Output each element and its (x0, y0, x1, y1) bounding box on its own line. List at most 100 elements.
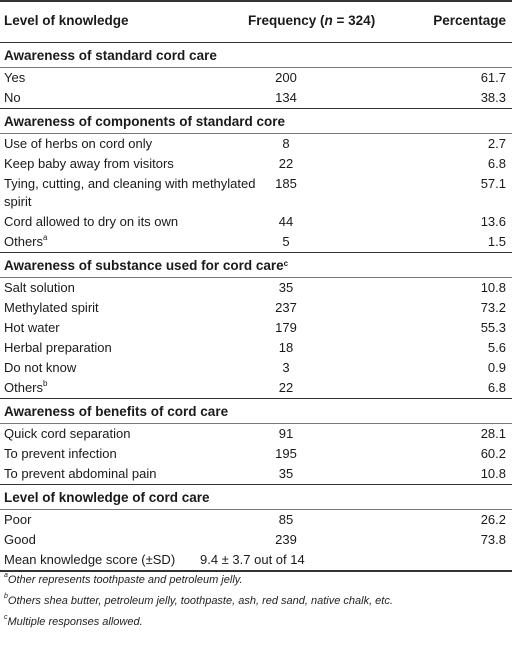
row-percentage: 60.2 (480, 446, 506, 461)
table-header: Level of knowledge Frequency (n = 324) P… (0, 2, 512, 42)
row-footnote-mark: a (43, 233, 48, 242)
mean-score-row: Mean knowledge score (±SD) 9.4 ± 3.7 out … (0, 550, 512, 570)
section-end-rule (0, 108, 512, 109)
row-frequency: 22 (278, 156, 294, 171)
row-frequency: 200 (275, 70, 297, 85)
section-rule (0, 277, 512, 278)
section-title: Awareness of standard cord care (4, 48, 217, 63)
knowledge-table: Level of knowledge Frequency (n = 324) P… (0, 0, 512, 572)
row-label-text: Cord allowed to dry on its own (4, 214, 179, 229)
row-frequency: 195 (275, 446, 297, 461)
footnote-mark: a (4, 572, 8, 579)
row-label: Poor (4, 510, 31, 530)
header-frequency-suffix: = 324) (332, 13, 376, 28)
row-frequency: 85 (278, 512, 294, 527)
section-rule (0, 67, 512, 68)
row-label-text: Good (4, 532, 36, 547)
row-percentage: 73.8 (480, 532, 506, 547)
row-frequency: 239 (275, 532, 297, 547)
row-percentage: 0.9 (487, 360, 506, 375)
section-heading: Level of knowledge of cord care (0, 485, 512, 509)
section-heading: Awareness of components of standard core (0, 109, 512, 133)
header-percentage: Percentage (433, 13, 506, 28)
row-label: Tying, cutting, and cleaning with methyl… (4, 175, 274, 211)
row-percentage: 26.2 (480, 512, 506, 527)
header-frequency-n: n (324, 13, 333, 28)
row-label: Use of herbs on cord only (4, 134, 152, 154)
row-percentage: 28.1 (480, 426, 506, 441)
row-frequency: 134 (275, 90, 297, 105)
footnote: cMultiple responses allowed. (4, 612, 508, 633)
row-label: Methylated spirit (4, 298, 99, 318)
section-title: Awareness of substance used for cord car… (4, 258, 284, 273)
table-row: Tying, cutting, and cleaning with methyl… (0, 174, 512, 212)
table-row: Othersa 5 1.5 (0, 232, 512, 252)
row-percentage: 73.2 (480, 300, 506, 315)
row-label-text: Do not know (4, 360, 77, 375)
section-heading: Awareness of benefits of cord care (0, 399, 512, 423)
row-label: Othersa (4, 232, 47, 252)
row-label-text: Methylated spirit (4, 300, 99, 315)
row-frequency: 3 (282, 360, 290, 375)
table-row: To prevent abdominal pain 35 10.8 (0, 464, 512, 484)
row-frequency: 35 (278, 466, 294, 481)
row-label-text: To prevent abdominal pain (4, 466, 157, 481)
section-end-rule (0, 252, 512, 253)
section-rule (0, 423, 512, 424)
row-label: Keep baby away from visitors (4, 154, 174, 174)
table-row: Quick cord separation 91 28.1 (0, 424, 512, 444)
row-label-text: No (4, 90, 21, 105)
row-percentage: 10.8 (480, 280, 506, 295)
table-row: Herbal preparation 18 5.6 (0, 338, 512, 358)
table-row: To prevent infection 195 60.2 (0, 444, 512, 464)
row-label: Good (4, 530, 36, 550)
row-footnote-mark: b (43, 379, 48, 388)
table-row: Cord allowed to dry on its own 44 13.6 (0, 212, 512, 232)
row-label-text: Poor (4, 512, 32, 527)
section-title-wrap: Awareness of substance used for cord car… (4, 258, 288, 273)
table-row: Keep baby away from visitors 22 6.8 (0, 154, 512, 174)
table-row: Salt solution 35 10.8 (0, 278, 512, 298)
row-label: Salt solution (4, 278, 75, 298)
row-frequency: 5 (282, 234, 290, 249)
row-label-text: Tying, cutting, and cleaning with methyl… (4, 176, 256, 209)
section-end-rule (0, 570, 512, 572)
table-row: Do not know 3 0.9 (0, 358, 512, 378)
footnote-text: Multiple responses allowed. (7, 616, 143, 628)
row-frequency: 237 (275, 300, 297, 315)
section-end-rule (0, 484, 512, 485)
top-rule (0, 0, 512, 2)
row-percentage: 38.3 (480, 90, 506, 105)
row-label: To prevent infection (4, 444, 117, 464)
footnote-text: Other represents toothpaste and petroleu… (7, 574, 243, 586)
row-label: No (4, 88, 21, 108)
row-frequency: 44 (278, 214, 294, 229)
row-frequency: 18 (278, 340, 294, 355)
section-rule (0, 133, 512, 134)
row-label-text: Yes (4, 70, 26, 85)
row-percentage: 6.8 (487, 156, 506, 171)
row-frequency: 8 (282, 136, 290, 151)
row-percentage: 10.8 (480, 466, 506, 481)
row-percentage: 6.8 (487, 380, 506, 395)
section-heading: Awareness of standard cord care (0, 43, 512, 67)
footnote: aOther represents toothpaste and petrole… (4, 570, 508, 591)
table-row: No 134 38.3 (0, 88, 512, 108)
mean-score-label: Mean knowledge score (±SD) (4, 552, 176, 567)
row-label: Yes (4, 68, 25, 88)
table-row: Methylated spirit 237 73.2 (0, 298, 512, 318)
row-label: Othersb (4, 378, 47, 398)
row-label-text: Quick cord separation (4, 426, 131, 441)
row-frequency: 22 (278, 380, 294, 395)
header-frequency-prefix: Frequency ( (248, 13, 325, 28)
header-rule (0, 42, 512, 43)
row-percentage: 57.1 (480, 176, 506, 191)
table-row: Hot water 179 55.3 (0, 318, 512, 338)
row-percentage: 13.6 (480, 214, 506, 229)
section-heading: Awareness of substance used for cord car… (0, 253, 512, 277)
table-row: Yes 200 61.7 (0, 68, 512, 88)
row-label-text: Others (4, 234, 44, 249)
row-label-text: Herbal preparation (4, 340, 112, 355)
row-percentage: 61.7 (480, 70, 506, 85)
